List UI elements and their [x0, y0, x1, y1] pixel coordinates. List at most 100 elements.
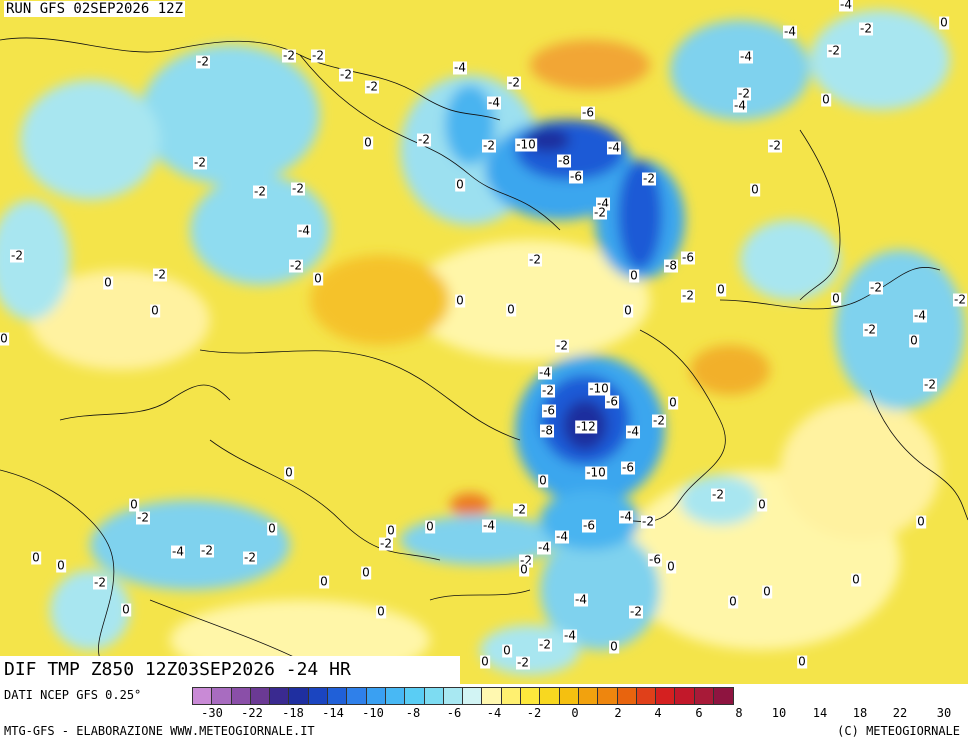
contour-label: -2 [541, 383, 555, 398]
contour-label: -2 [289, 258, 303, 273]
contour-label: -4 [555, 529, 569, 544]
color-scale-tick: 10 [771, 706, 787, 720]
color-scale-tick: 8 [735, 706, 743, 720]
contour-label: -2 [528, 252, 542, 267]
contour-label: -2 [482, 138, 496, 153]
color-scale-tick: -30 [201, 706, 223, 720]
contour-label: -4 [453, 60, 467, 75]
contour-label: -2 [196, 54, 210, 69]
contour-label: -6 [582, 518, 596, 533]
color-scale-ticks: -30 -22 -18 -14 -10 -8 -6 -4 -2 0 2 4 6 8 10 14 18 22 30 [192, 706, 966, 720]
color-swatch [443, 688, 464, 704]
color-swatch [482, 688, 502, 704]
color-swatch [501, 688, 522, 704]
contour-label: 0 [916, 514, 926, 529]
contour-label: 0 [480, 654, 490, 669]
color-swatch [347, 688, 367, 704]
color-swatch [405, 688, 425, 704]
contour-label: -4 [783, 24, 797, 39]
contour-label: 0 [797, 654, 807, 669]
color-swatch [578, 688, 599, 704]
contour-label: 0 [666, 559, 676, 574]
contour-label: -10 [588, 381, 610, 396]
contour-label: -2 [711, 487, 725, 502]
contour-label: -6 [648, 552, 662, 567]
color-swatch [231, 688, 251, 704]
contour-label: -2 [243, 550, 257, 565]
contour-label: -8 [557, 153, 571, 168]
contour-label: -4 [626, 424, 640, 439]
data-source-label: DATI NCEP GFS 0.25° [4, 688, 142, 702]
contour-label: -8 [664, 258, 678, 273]
contour-label: 0 [609, 639, 619, 654]
color-swatch [598, 688, 618, 704]
contour-label: 0 [728, 594, 738, 609]
contour-label: -6 [621, 460, 635, 475]
contour-label: -2 [200, 543, 214, 558]
contour-label: -4 [537, 540, 551, 555]
contour-label: 0 [150, 303, 160, 318]
contour-label: -2 [417, 132, 431, 147]
contour-label: -2 [365, 79, 379, 94]
credit-left: MTG-GFS - ELABORAZIONE WWW.METEOGIORNALE… [4, 724, 315, 738]
contour-label: -10 [515, 137, 537, 152]
contour-label: -6 [569, 169, 583, 184]
contour-label: -2 [827, 43, 841, 58]
contour-label: 0 [519, 562, 529, 577]
color-swatch [675, 688, 695, 704]
legend-panel: DATI NCEP GFS 0.25° -30 -22 -18 -14 -10 -8 -6-… [0, 684, 968, 745]
contour-label: -4 [913, 308, 927, 323]
color-swatch [212, 688, 232, 704]
contour-label: -2 [768, 138, 782, 153]
color-scale-tick: -22 [241, 706, 263, 720]
contour-label: -2 [681, 288, 695, 303]
contour-label: -2 [153, 267, 167, 282]
contour-label: -2 [953, 292, 967, 307]
contour-label: -2 [629, 604, 643, 619]
color-swatch [366, 688, 386, 704]
contour-label: 0 [425, 519, 435, 534]
color-swatch [656, 688, 676, 704]
contour-label: -2 [193, 155, 207, 170]
run-title: RUN GFS 02SEP2026 12Z [4, 1, 186, 17]
contour-label: 0 [851, 572, 861, 587]
color-scale-tick: -18 [282, 706, 304, 720]
contour-label: 0 [757, 497, 767, 512]
contour-label: 0 [538, 473, 548, 488]
contour-label: -4 [482, 518, 496, 533]
color-scale-tick: 18 [852, 706, 868, 720]
contour-label: 0 [0, 331, 9, 346]
color-swatch [559, 688, 579, 704]
color-scale-tick: -4 [486, 706, 502, 720]
contour-label: -2 [538, 637, 552, 652]
color-scale-tick: 14 [812, 706, 828, 720]
contour-label: 0 [319, 574, 329, 589]
contour-label: -2 [859, 21, 873, 36]
contour-label: -10 [585, 465, 607, 480]
contour-label: -2 [923, 377, 937, 392]
contour-label: 0 [56, 558, 66, 573]
contour-label: 0 [821, 92, 831, 107]
contour-label: 0 [716, 282, 726, 297]
contour-label: 0 [831, 291, 841, 306]
contour-label: 0 [313, 271, 323, 286]
contour-label: -4 [607, 140, 621, 155]
color-swatch [270, 688, 290, 704]
contour-label: -2 [652, 413, 666, 428]
contour-label: 0 [121, 602, 131, 617]
color-swatch [463, 688, 483, 704]
contour-label: -2 [507, 75, 521, 90]
contour-label: -2 [555, 338, 569, 353]
contour-label: 0 [31, 550, 41, 565]
color-swatch [636, 688, 657, 704]
contour-label: -2 [863, 322, 877, 337]
field-title: DIF TMP Z850 12Z03SEP2026 -24 HR [0, 656, 460, 684]
credit-right: (C) METEOGIORNALE [837, 724, 960, 738]
color-swatch [617, 688, 637, 704]
contour-label: -2 [513, 502, 527, 517]
color-swatch [714, 688, 734, 704]
color-scale-tick: 4 [654, 706, 662, 720]
color-swatch [328, 688, 348, 704]
color-scale-tick: -14 [322, 706, 344, 720]
color-scale-tick: 2 [614, 706, 622, 720]
